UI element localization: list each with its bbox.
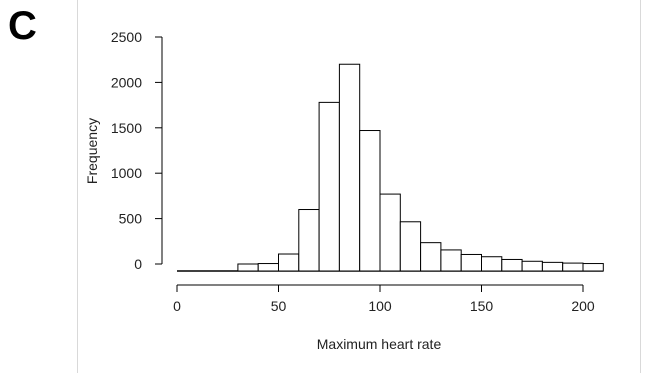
histogram-bar bbox=[501, 258, 523, 272]
y-axis-label: Frequency bbox=[84, 118, 100, 184]
histogram-bar bbox=[460, 253, 483, 272]
y-tick-label: 2000 bbox=[111, 74, 142, 90]
panel-border-right bbox=[640, 0, 641, 373]
histogram-bars bbox=[177, 63, 604, 272]
histogram-bar bbox=[338, 63, 361, 272]
histogram-bar bbox=[521, 260, 543, 272]
y-axis: 0 500 1000 1500 2000 2500 bbox=[111, 29, 163, 272]
histogram-bar bbox=[359, 130, 381, 272]
panel-label: C bbox=[8, 4, 37, 48]
histogram-bar bbox=[257, 263, 280, 272]
histogram-bar bbox=[237, 263, 259, 272]
histogram-bar bbox=[541, 261, 564, 272]
histogram-bar bbox=[278, 253, 300, 272]
x-axis: 0 50 100 150 200 bbox=[173, 284, 595, 314]
histogram-bar bbox=[379, 193, 401, 272]
panel-border-left bbox=[77, 0, 78, 373]
histogram-bar bbox=[481, 256, 503, 272]
y-tick-label: 0 bbox=[134, 256, 142, 272]
histogram-bar bbox=[298, 209, 320, 272]
x-tick-label: 200 bbox=[571, 298, 595, 314]
y-tick-label: 1500 bbox=[111, 120, 142, 136]
histogram-bar bbox=[399, 221, 422, 272]
x-tick-label: 100 bbox=[368, 298, 392, 314]
histogram-bar bbox=[562, 262, 584, 272]
x-tick-label: 0 bbox=[173, 298, 181, 314]
y-tick-label: 2500 bbox=[111, 29, 142, 45]
x-tick-label: 150 bbox=[470, 298, 494, 314]
histogram-bar bbox=[440, 249, 462, 272]
x-tick-label: 50 bbox=[271, 298, 287, 314]
y-tick-label: 500 bbox=[119, 211, 143, 227]
y-tick-label: 1000 bbox=[111, 165, 142, 181]
x-axis-label: Maximum heart rate bbox=[317, 336, 442, 352]
histogram-bar bbox=[582, 263, 604, 272]
histogram-bar bbox=[420, 242, 442, 272]
histogram-bar bbox=[318, 101, 340, 272]
